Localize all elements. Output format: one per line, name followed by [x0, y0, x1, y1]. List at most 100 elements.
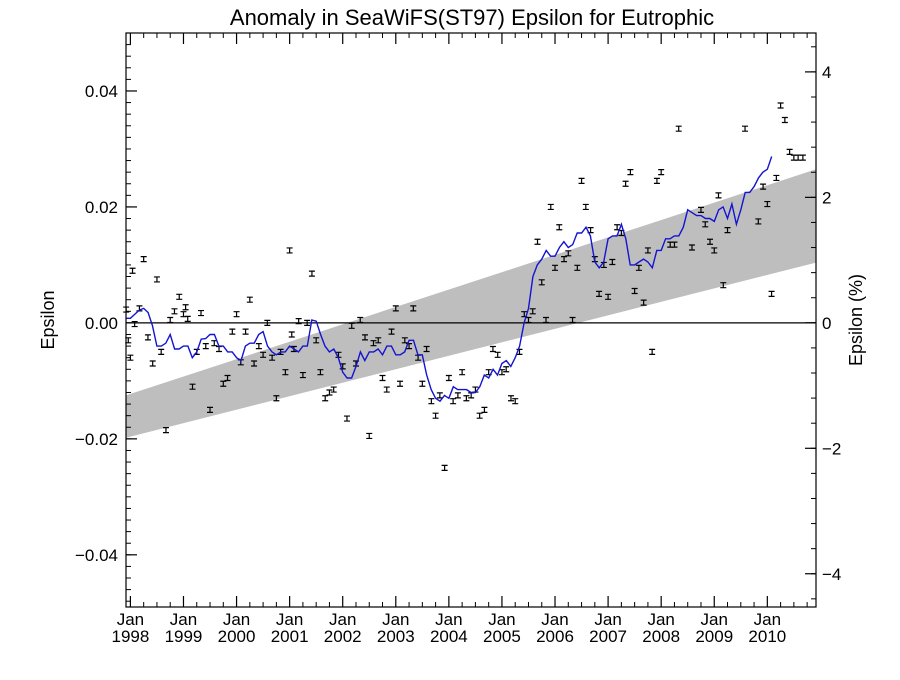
data-point [658, 169, 665, 176]
data-point [149, 360, 156, 367]
axes-layer: 0.040.020.00−0.02−0.04420−2−4Jan1998Jan1… [75, 32, 841, 646]
data-point [574, 264, 581, 271]
data-point [569, 316, 576, 324]
data-point [688, 244, 695, 251]
x-tick-year-label: 2001 [271, 627, 309, 646]
data-point [202, 342, 209, 350]
data-point [216, 345, 223, 353]
data-point [207, 406, 214, 413]
data-point [176, 293, 183, 300]
data-point [675, 125, 682, 132]
data-point [144, 334, 151, 341]
data-point [264, 319, 271, 326]
data-point [153, 276, 160, 283]
data-point [711, 247, 718, 254]
trend-band-layer [126, 169, 816, 438]
x-tick-month-label: Jan [701, 610, 728, 629]
x-tick-year-label: 2002 [324, 627, 362, 646]
data-point [273, 395, 280, 402]
x-tick-month-label: Jan [647, 610, 674, 629]
data-point [799, 154, 806, 161]
data-point [375, 337, 382, 344]
data-point [512, 398, 519, 405]
x-tick-year-label: 2003 [377, 627, 415, 646]
data-point [260, 351, 267, 358]
data-point [507, 395, 514, 402]
data-point [246, 296, 253, 303]
data-point [649, 348, 656, 355]
plot-frame [125, 32, 817, 608]
data-point [790, 154, 797, 161]
data-point [388, 328, 395, 335]
data-point [516, 348, 523, 355]
data-point [768, 290, 775, 298]
data-point [357, 316, 364, 324]
data-point [162, 427, 169, 434]
data-point [129, 267, 136, 274]
x-tick-month-label: Jan [170, 610, 197, 629]
data-point [609, 258, 616, 266]
data-point [140, 256, 147, 263]
data-point [481, 406, 488, 413]
data-point [489, 345, 496, 353]
x-tick-month-label: Jan [382, 610, 409, 629]
data-point [707, 238, 714, 245]
data-point [189, 383, 196, 390]
x-tick-month-label: Jan [594, 610, 621, 629]
y-tick-label: 0.00 [85, 314, 118, 333]
right-y-tick-label: −4 [822, 565, 841, 584]
data-point [538, 279, 545, 286]
data-point [525, 316, 532, 324]
data-point [229, 328, 236, 335]
data-point [167, 316, 174, 324]
data-point [432, 412, 439, 419]
smoothed-line-layer [126, 156, 773, 403]
y-axis-label-right: Epsilon (%) [846, 274, 866, 366]
data-point [299, 371, 306, 379]
x-tick-month-label: Jan [276, 610, 303, 629]
data-point [233, 311, 240, 318]
data-point [436, 392, 443, 399]
data-point [578, 177, 585, 184]
data-point [184, 315, 191, 322]
data-point [547, 203, 554, 211]
data-point [370, 340, 377, 347]
data-point [242, 328, 249, 335]
data-point [605, 293, 612, 300]
data-point [410, 305, 417, 312]
trend-confidence-band [126, 169, 816, 438]
x-tick-year-label: 2007 [589, 627, 627, 646]
x-tick-month-label: Jan [329, 610, 356, 629]
data-point [313, 337, 320, 344]
data-point [282, 369, 289, 376]
data-point [697, 206, 704, 213]
data-point [463, 395, 470, 402]
data-point [288, 331, 295, 338]
data-point [596, 290, 603, 298]
data-point [383, 386, 390, 393]
data-point [561, 256, 568, 263]
data-point [454, 392, 461, 399]
y-tick-label: 0.04 [85, 82, 118, 101]
data-point [379, 374, 386, 382]
x-tick-year-label: 2000 [218, 627, 256, 646]
data-point [742, 125, 749, 132]
data-point [653, 177, 660, 184]
data-point [286, 247, 293, 254]
data-point [326, 389, 333, 396]
data-point [503, 366, 510, 373]
data-point [781, 116, 788, 124]
data-point [428, 398, 435, 405]
data-point [556, 224, 563, 231]
data-point [702, 221, 709, 228]
x-tick-year-label: 2006 [536, 627, 574, 646]
data-point [269, 354, 276, 361]
y-tick-label: −0.04 [75, 546, 118, 565]
x-tick-month-label: Jan [488, 610, 515, 629]
data-point [330, 386, 337, 393]
data-point [724, 227, 731, 234]
x-tick-year-label: 2008 [642, 627, 680, 646]
data-point [494, 351, 501, 358]
data-point [777, 102, 784, 109]
chart-title: Anomaly in SeaWiFS(ST97) Epsilon for Eut… [230, 5, 714, 30]
